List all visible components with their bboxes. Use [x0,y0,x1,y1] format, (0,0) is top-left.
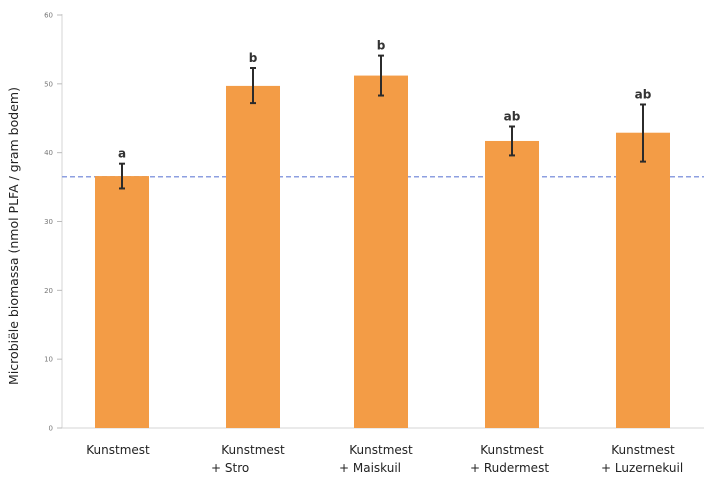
y-tick-label: 10 [44,356,53,364]
y-axis-ticks: 0 10 20 30 40 50 60 [44,12,62,433]
bar [354,75,408,428]
significance-label: b [377,39,386,53]
significance-label: ab [504,110,521,124]
y-axis-label: Microbiële biomassa (nmol PLFA / gram bo… [6,87,21,385]
category-label-line2: + Stro [211,461,249,475]
bars [95,75,670,429]
bar [226,85,280,429]
category-label-line1: Kunstmest [611,443,675,457]
significance-label: b [249,51,258,65]
category-label-line1: Kunstmest [480,443,544,457]
error-bars [119,54,646,190]
y-tick-label: 20 [44,287,53,295]
y-tick-label: 30 [44,218,53,226]
y-tick-label: 0 [49,425,53,433]
y-tick-label: 50 [44,80,53,88]
category-label-line1: Kunstmest [349,443,413,457]
category-label-line2: + Rudermest [470,461,549,475]
significance-label: ab [635,87,652,101]
bar [485,140,539,428]
category-label-line2: + Luzernekuil [601,461,683,475]
x-axis-labels: Kunstmest Kunstmest + Stro Kunstmest + Maisk… [86,443,683,475]
y-tick-label: 40 [44,149,53,157]
bar [616,132,670,428]
category-label-line1: Kunstmest [221,443,285,457]
category-label-line2: + Maiskuil [339,461,401,475]
significance-label: a [118,147,126,161]
bar [95,176,149,428]
y-tick-label: 60 [44,12,53,20]
category-label-line1: Kunstmest [86,443,150,457]
